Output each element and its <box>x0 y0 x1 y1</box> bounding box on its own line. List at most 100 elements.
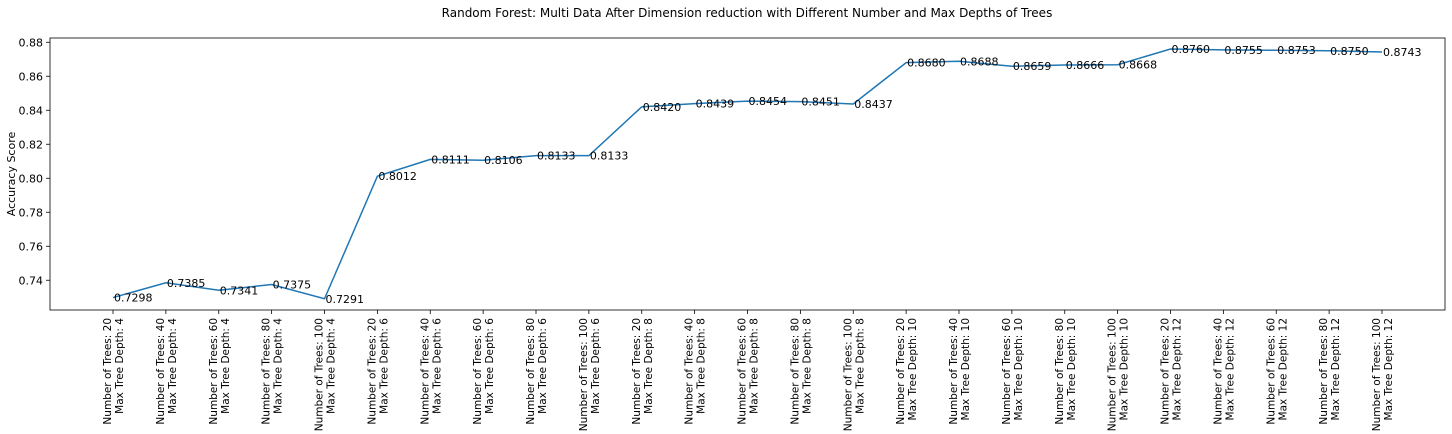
x-tick-label-trees: Number of Trees: 20 <box>366 318 378 425</box>
y-tick-label: 0.74 <box>19 274 44 287</box>
x-tick-label-trees: Number of Trees: 40 <box>155 318 167 425</box>
data-label: 0.7298 <box>114 292 153 305</box>
data-label: 0.8760 <box>1172 43 1211 56</box>
x-tick-label: Number of Trees: 100 Max Tree Depth: 12 <box>1371 318 1395 431</box>
x-tick-label-depth: Max Tree Depth: 6 <box>537 318 549 414</box>
x-tick-label: Number of Trees: 40 Max Tree Depth: 4 <box>155 318 179 425</box>
data-label: 0.8755 <box>1224 44 1263 57</box>
x-tick-label: Number of Trees: 100 Max Tree Depth: 10 <box>1107 318 1131 431</box>
data-label: 0.8680 <box>907 57 946 70</box>
x-tick-label-trees: Number of Trees: 60 <box>472 318 484 425</box>
x-tick-label: Number of Trees: 100 Max Tree Depth: 4 <box>314 318 338 432</box>
x-tick-label: Number of Trees: 20 Max Tree Depth: 6 <box>366 318 390 425</box>
data-label: 0.8012 <box>378 170 417 183</box>
x-tick-label-depth: Max Tree Depth: 10 <box>960 318 972 420</box>
x-tick-label-depth: Max Tree Depth: 8 <box>854 318 866 414</box>
x-tick-label-depth: Max Tree Depth: 12 <box>1277 318 1289 420</box>
x-tick-label: Number of Trees: 60 Max Tree Depth: 12 <box>1265 318 1289 425</box>
x-tick-label-trees: Number of Trees: 60 <box>737 318 749 425</box>
x-tick-label-depth: Max Tree Depth: 12 <box>1330 318 1342 420</box>
x-tick-label-trees: Number of Trees: 100 <box>1371 318 1383 431</box>
x-tick-label-depth: Max Tree Depth: 6 <box>590 318 602 414</box>
data-label: 0.8659 <box>1013 60 1052 73</box>
x-tick-label: Number of Trees: 80 Max Tree Depth: 6 <box>525 318 549 425</box>
x-tick-label-depth: Max Tree Depth: 8 <box>801 318 813 414</box>
x-tick-label-trees: Number of Trees: 20 <box>895 318 907 425</box>
x-tick-label-trees: Number of Trees: 40 <box>1212 318 1224 425</box>
x-tick-label-depth: Max Tree Depth: 10 <box>1119 318 1131 420</box>
x-tick-label-trees: Number of Trees: 40 <box>684 318 696 425</box>
data-label: 0.8106 <box>484 154 523 167</box>
x-tick-label: Number of Trees: 20 Max Tree Depth: 12 <box>1160 318 1184 425</box>
x-tick-label-depth: Max Tree Depth: 4 <box>326 318 338 414</box>
x-tick-label: Number of Trees: 40 Max Tree Depth: 10 <box>948 318 972 425</box>
x-axis-ticks: Number of Trees: 20 Max Tree Depth: 4 Numb… <box>102 310 1395 431</box>
data-label: 0.8743 <box>1383 46 1422 59</box>
x-tick-label-depth: Max Tree Depth: 12 <box>1172 318 1184 420</box>
x-tick-label-depth: Max Tree Depth: 10 <box>907 318 919 420</box>
x-tick-label-trees: Number of Trees: 20 <box>631 318 643 425</box>
data-label: 0.8668 <box>1119 59 1158 72</box>
data-label: 0.8454 <box>749 95 788 108</box>
x-tick-label: Number of Trees: 60 Max Tree Depth: 6 <box>472 318 496 425</box>
x-tick-label-depth: Max Tree Depth: 8 <box>643 318 655 414</box>
x-tick-label-trees: Number of Trees: 80 <box>261 318 273 425</box>
x-tick-label: Number of Trees: 40 Max Tree Depth: 6 <box>419 318 443 425</box>
data-label: 0.7291 <box>326 293 365 306</box>
x-tick-label-trees: Number of Trees: 40 <box>948 318 960 425</box>
data-label: 0.8750 <box>1330 45 1369 58</box>
x-tick-label-depth: Max Tree Depth: 4 <box>167 318 179 414</box>
x-tick-label-depth: Max Tree Depth: 4 <box>273 318 285 414</box>
x-tick-label-depth: Max Tree Depth: 4 <box>220 318 232 414</box>
x-tick-label-trees: Number of Trees: 20 <box>1160 318 1172 425</box>
x-tick-label-trees: Number of Trees: 80 <box>1318 318 1330 425</box>
x-tick-label-trees: Number of Trees: 60 <box>208 318 220 425</box>
x-tick-label-trees: Number of Trees: 100 <box>314 318 326 431</box>
x-tick-label-depth: Max Tree Depth: 4 <box>114 318 126 414</box>
x-tick-label: Number of Trees: 60 Max Tree Depth: 8 <box>737 318 761 425</box>
x-tick-label-trees: Number of Trees: 100 <box>842 318 854 431</box>
x-tick-label: Number of Trees: 60 Max Tree Depth: 10 <box>1001 318 1025 425</box>
y-tick-label: 0.80 <box>19 172 44 185</box>
data-label: 0.7375 <box>273 279 312 292</box>
x-tick-label-depth: Max Tree Depth: 8 <box>696 318 708 414</box>
x-tick-label: Number of Trees: 80 Max Tree Depth: 12 <box>1318 318 1342 425</box>
series-accuracy <box>112 48 1383 300</box>
data-label: 0.8133 <box>537 150 576 163</box>
data-label: 0.8133 <box>590 150 629 163</box>
x-tick-label-trees: Number of Trees: 80 <box>1054 318 1066 425</box>
x-tick-label-trees: Number of Trees: 100 <box>1107 318 1119 431</box>
y-axis-ticks: 0.74 0.76 0.78 0.80 0.82 0.84 0.86 0.88 <box>19 36 50 287</box>
y-tick-label: 0.88 <box>19 36 44 49</box>
data-label: 0.8666 <box>1066 59 1105 72</box>
y-tick-label: 0.84 <box>19 104 44 117</box>
x-tick-label: Number of Trees: 100 Max Tree Depth: 8 <box>842 318 866 431</box>
data-label: 0.8688 <box>960 55 999 68</box>
x-tick-label: Number of Trees: 20 Max Tree Depth: 10 <box>895 318 919 425</box>
x-tick-label: Number of Trees: 20 Max Tree Depth: 4 <box>102 318 126 425</box>
x-tick-label-trees: Number of Trees: 40 <box>419 318 431 425</box>
x-tick-label-depth: Max Tree Depth: 12 <box>1383 318 1395 420</box>
x-tick-label-depth: Max Tree Depth: 10 <box>1013 318 1025 420</box>
x-tick-label-trees: Number of Trees: 60 <box>1001 318 1013 425</box>
x-tick-label: Number of Trees: 80 Max Tree Depth: 8 <box>789 318 813 425</box>
data-label: 0.7385 <box>167 277 206 290</box>
x-tick-label: Number of Trees: 100 Max Tree Depth: 6 <box>578 318 602 432</box>
x-tick-label-depth: Max Tree Depth: 10 <box>1066 318 1078 420</box>
data-labels: 0.7298 0.7385 0.7341 0.7375 0.7291 0.8012 0.81… <box>114 43 1422 306</box>
chart-title: Random Forest: Multi Data After Dimensio… <box>442 6 1053 20</box>
x-tick-label-trees: Number of Trees: 60 <box>1265 318 1277 425</box>
y-axis-label: Accuracy Score <box>5 132 18 217</box>
data-label: 0.8439 <box>696 98 735 111</box>
x-tick-label-depth: Max Tree Depth: 6 <box>431 318 443 414</box>
x-tick-label: Number of Trees: 80 Max Tree Depth: 4 <box>261 318 285 425</box>
data-label: 0.8451 <box>801 96 840 109</box>
data-label: 0.8111 <box>431 153 470 166</box>
x-tick-label-trees: Number of Trees: 20 <box>102 318 114 425</box>
x-tick-label: Number of Trees: 80 Max Tree Depth: 10 <box>1054 318 1078 425</box>
x-tick-label: Number of Trees: 40 Max Tree Depth: 12 <box>1212 318 1236 425</box>
x-tick-label-trees: Number of Trees: 80 <box>525 318 537 425</box>
y-tick-label: 0.78 <box>19 206 44 219</box>
plot-area-frame <box>49 37 1446 311</box>
y-tick-label: 0.76 <box>19 240 44 253</box>
